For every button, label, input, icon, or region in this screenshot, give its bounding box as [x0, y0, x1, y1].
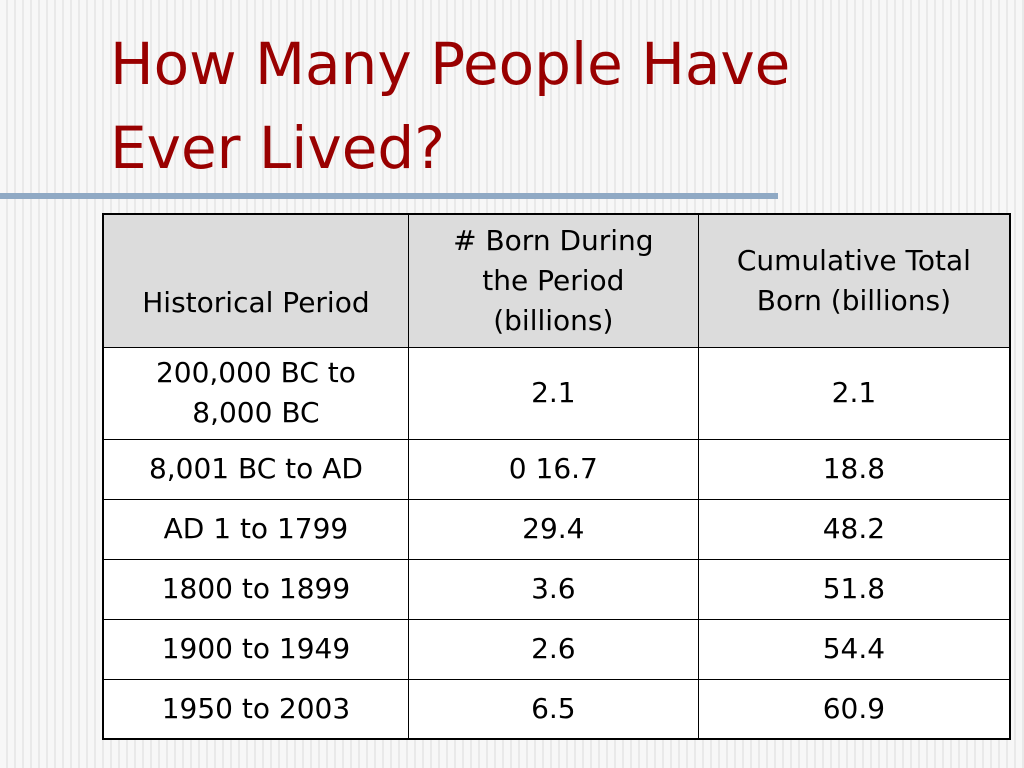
title-divider [0, 193, 778, 199]
cell-total: 54.4 [697, 618, 1011, 680]
cell-total: 48.2 [697, 498, 1011, 560]
table-row: AD 1 to 1799 29.4 48.2 [102, 498, 1011, 560]
table-row: 8,001 BC to AD 0 16.7 18.8 [102, 438, 1011, 500]
header-born-line-1: # Born During [453, 223, 654, 257]
cell-period: AD 1 to 1799 [102, 498, 409, 560]
cell-total: 2.1 [697, 346, 1011, 440]
cell-total: 60.9 [697, 678, 1011, 740]
cell-period: 8,001 BC to AD [102, 438, 409, 500]
cell-born: 6.5 [407, 678, 699, 740]
cell-born: 0 16.7 [407, 438, 699, 500]
cell-period-line-1: 200,000 BC to [155, 356, 356, 389]
table-row: 1900 to 1949 2.6 54.4 [102, 618, 1011, 680]
table-row: 1800 to 1899 3.6 51.8 [102, 558, 1011, 620]
cell-period: 1950 to 2003 [102, 678, 409, 740]
cell-period: 1900 to 1949 [102, 618, 409, 680]
cell-total: 51.8 [697, 558, 1011, 620]
table-header-row: Historical Period # Born During the Peri… [102, 213, 1011, 348]
header-historical-period: Historical Period [102, 213, 409, 348]
table-row: 1950 to 2003 6.5 60.9 [102, 678, 1011, 740]
slide-title-line-2: Ever Lived? [110, 114, 445, 182]
slide-title-line-1: How Many People Have [110, 30, 791, 98]
cell-period: 200,000 BC to 8,000 BC [102, 346, 409, 440]
cell-period-line-2: 8,000 BC [192, 396, 320, 429]
slide-title: How Many People Have Ever Lived? [110, 22, 990, 190]
table-row: 200,000 BC to 8,000 BC 2.1 2.1 [102, 346, 1011, 440]
header-born-during-period: # Born During the Period (billions) [407, 213, 699, 348]
population-table: Historical Period # Born During the Peri… [102, 213, 1011, 740]
header-cumulative-total: Cumulative Total Born (billions) [697, 213, 1011, 348]
header-total-line-2: Born (billions) [756, 283, 951, 317]
cell-born: 29.4 [407, 498, 699, 560]
cell-period: 1800 to 1899 [102, 558, 409, 620]
cell-total: 18.8 [697, 438, 1011, 500]
header-born-line-3: (billions) [493, 303, 614, 337]
header-total-line-1: Cumulative Total [736, 243, 971, 277]
cell-born: 3.6 [407, 558, 699, 620]
cell-born: 2.1 [407, 346, 699, 440]
header-born-line-2: the Period [482, 263, 625, 297]
cell-born: 2.6 [407, 618, 699, 680]
